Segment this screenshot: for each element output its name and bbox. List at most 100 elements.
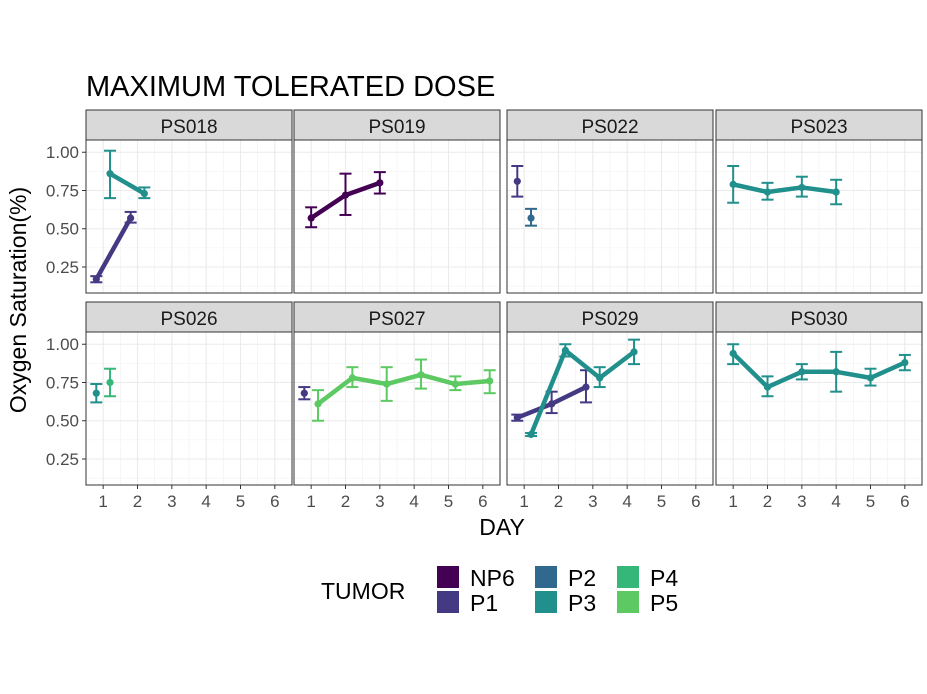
legend-item-p2: P2	[535, 565, 596, 591]
panel-border	[506, 139, 714, 294]
facet-panel-ps029: PS029 1 2 3 4 5 6	[506, 301, 714, 511]
x-tick-label: 6	[691, 492, 700, 511]
x-tick-label: 1	[306, 492, 315, 511]
series-p3	[104, 149, 151, 200]
series-line	[94, 215, 133, 282]
facet-panel-ps026: PS026 0.25 0.50 0.75 1.00 1 2 3 4 5 6	[46, 301, 293, 511]
legend-swatch	[617, 566, 639, 588]
series-np6	[305, 171, 386, 229]
data-point	[92, 389, 100, 397]
facet-strip	[85, 109, 293, 141]
x-tick-label: 2	[763, 492, 772, 511]
data-point	[451, 380, 459, 388]
legend-item-p3: P3	[535, 590, 596, 616]
panel-border	[506, 331, 714, 486]
legend-label: P3	[568, 590, 596, 616]
facet-panel-ps022: PS022	[506, 109, 714, 294]
facet-panels: PS018 0.25 0.50 0.75 1.00 PS019 PS022 PS023 PS02…	[46, 109, 923, 511]
data-point	[527, 214, 535, 222]
x-tick-label: 3	[375, 492, 384, 511]
legend-swatch	[617, 591, 639, 613]
facet-strip-label: PS023	[790, 117, 847, 138]
legend-title: TUMOR	[321, 578, 405, 604]
facet-strip-label: PS022	[581, 117, 638, 138]
facet-strip	[85, 301, 293, 333]
panel-border	[715, 331, 923, 486]
data-point	[729, 349, 737, 358]
facet-strip	[293, 301, 501, 333]
data-point	[486, 377, 494, 385]
data-point	[106, 170, 114, 178]
series-p1	[298, 386, 311, 401]
x-tick-label: 5	[444, 492, 453, 511]
series-line	[730, 351, 908, 390]
legend-swatch	[437, 566, 459, 588]
panel-border	[85, 331, 293, 486]
y-axis-title: Oxygen Saturation(%)	[5, 187, 31, 413]
data-point	[832, 368, 840, 376]
x-tick-label: 6	[478, 492, 487, 511]
x-tick-label: 2	[133, 492, 142, 511]
y-tick-label: 0.50	[46, 220, 79, 239]
x-tick-label: 2	[554, 492, 563, 511]
y-tick-label: 0.75	[46, 373, 79, 392]
x-tick-label: 1	[98, 492, 107, 511]
data-point	[140, 189, 148, 198]
data-point	[561, 346, 569, 354]
panel-border	[293, 139, 501, 294]
x-tick-label: 3	[167, 492, 176, 511]
facet-strip-label: PS027	[368, 309, 425, 330]
legend-label: P1	[470, 590, 498, 616]
x-tick-label: 1	[728, 492, 737, 511]
legend-swatch	[535, 591, 557, 613]
y-tick-label: 0.50	[46, 412, 79, 431]
y-tick-label: 0.25	[46, 258, 79, 277]
data-point	[630, 348, 638, 356]
panel-border	[293, 331, 501, 486]
data-point	[798, 368, 806, 376]
series-line	[528, 348, 637, 437]
legend-item-p5: P5	[617, 590, 678, 616]
x-tick-label: 5	[236, 492, 245, 511]
y-tick-label: 1.00	[46, 143, 79, 162]
legend-item-p4: P4	[617, 565, 678, 591]
series-p3	[727, 165, 843, 206]
data-point	[832, 188, 840, 196]
x-tick-label: 3	[588, 492, 597, 511]
data-point	[729, 180, 737, 188]
legend-item-p1: P1	[437, 590, 498, 616]
facet-strip	[293, 109, 501, 141]
data-point	[901, 359, 909, 367]
series-line	[107, 171, 147, 196]
chart-title: MAXIMUM TOLERATED DOSE	[86, 71, 495, 103]
facet-strip-label: PS030	[790, 309, 847, 330]
x-tick-label: 6	[270, 492, 279, 511]
x-tick-label: 5	[866, 492, 875, 511]
data-point	[417, 371, 425, 379]
panel-border	[85, 139, 293, 294]
legend-label: P4	[650, 565, 678, 591]
data-point	[763, 383, 772, 391]
y-tick-label: 0.25	[46, 450, 79, 469]
series-line	[315, 372, 492, 407]
data-point	[376, 179, 384, 187]
data-point	[763, 188, 772, 196]
facet-panel-ps023: PS023	[715, 109, 923, 294]
data-point	[582, 383, 590, 391]
x-tick-label: 1	[519, 492, 528, 511]
data-point	[798, 183, 806, 192]
facet-panel-ps027: PS027 1 2 3 4 5 6	[293, 301, 501, 511]
legend-label: P5	[650, 590, 678, 616]
x-tick-label: 4	[622, 492, 631, 511]
data-point	[106, 378, 114, 387]
series-p5	[312, 358, 496, 422]
y-tick-label: 0.75	[46, 181, 79, 200]
legend-swatch	[437, 591, 459, 613]
panel-border	[715, 139, 923, 294]
x-tick-label: 5	[657, 492, 666, 511]
data-point	[348, 374, 356, 382]
series-p2	[525, 207, 538, 227]
series-p1	[90, 210, 137, 284]
